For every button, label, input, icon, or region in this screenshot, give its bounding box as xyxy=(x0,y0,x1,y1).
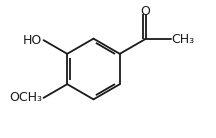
Text: OCH₃: OCH₃ xyxy=(9,91,42,104)
Text: HO: HO xyxy=(23,34,42,47)
Text: CH₃: CH₃ xyxy=(172,33,195,46)
Text: O: O xyxy=(140,5,150,18)
